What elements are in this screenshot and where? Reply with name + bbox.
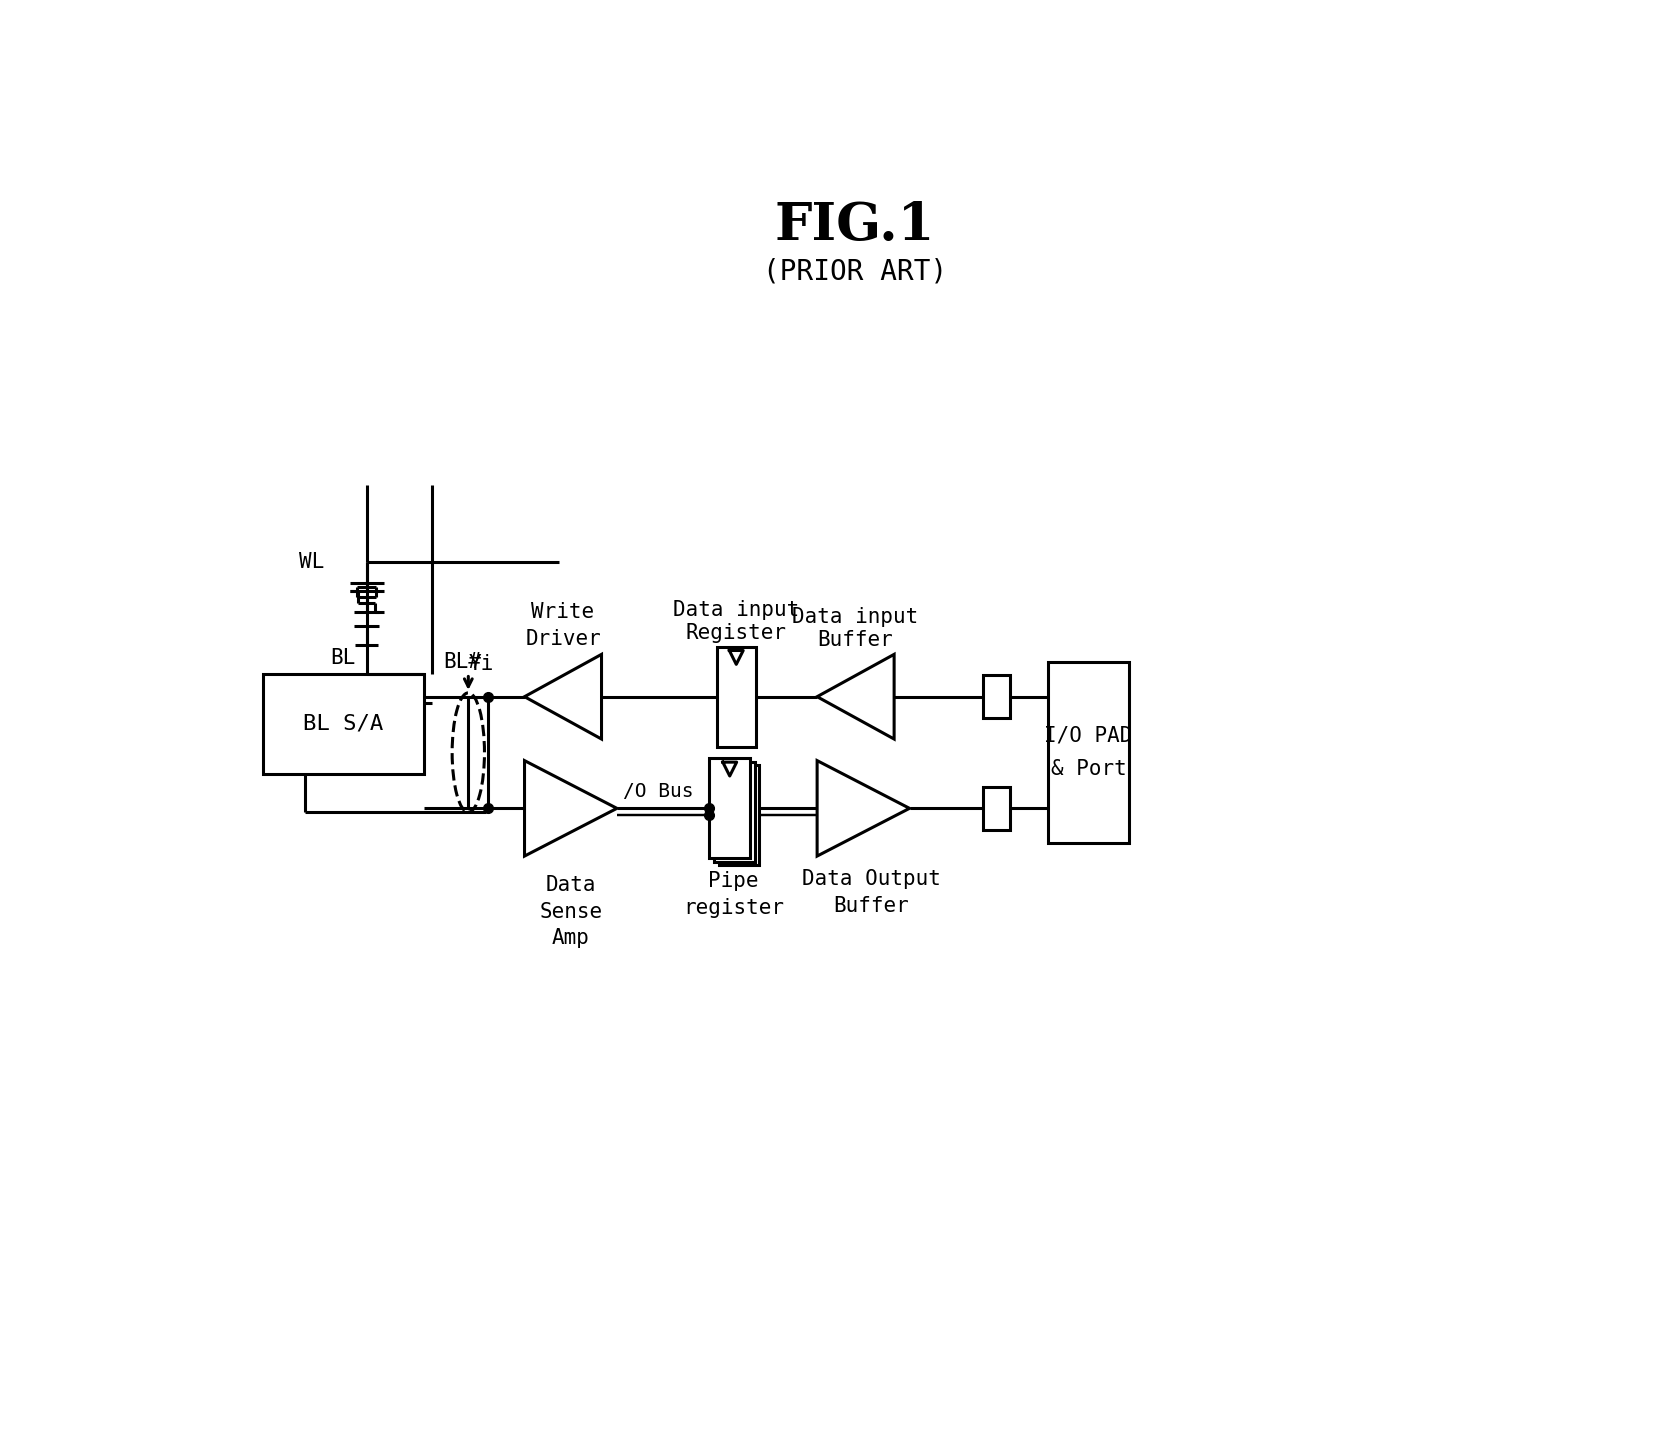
Text: /O Bus: /O Bus — [624, 781, 694, 801]
Text: BL: BL — [330, 648, 355, 668]
Text: Sense: Sense — [539, 902, 602, 922]
Text: Yi: Yi — [469, 655, 494, 675]
Text: (PRIOR ART): (PRIOR ART) — [762, 258, 947, 286]
Bar — [1048, 662, 1129, 843]
Text: I/O PAD: I/O PAD — [1044, 725, 1133, 745]
Text: Data input: Data input — [674, 600, 799, 620]
Bar — [717, 646, 756, 747]
Text: FIG.1: FIG.1 — [774, 200, 936, 251]
Bar — [982, 675, 1009, 718]
Text: Data: Data — [545, 876, 595, 895]
Text: Driver: Driver — [525, 629, 600, 649]
Bar — [714, 761, 754, 862]
Bar — [719, 765, 759, 866]
Text: Data input: Data input — [792, 607, 919, 628]
Text: Buffer: Buffer — [832, 896, 909, 916]
Text: Register: Register — [686, 623, 787, 643]
Text: Amp: Amp — [552, 928, 590, 948]
Text: BL#: BL# — [444, 652, 482, 672]
Text: Pipe: Pipe — [709, 872, 759, 892]
Text: Write: Write — [532, 602, 594, 622]
Bar — [264, 673, 424, 774]
Text: Data Output: Data Output — [802, 869, 941, 889]
Text: register: register — [684, 899, 784, 919]
Text: WL: WL — [299, 551, 324, 572]
Text: & Port: & Port — [1051, 760, 1126, 780]
Text: Buffer: Buffer — [817, 630, 894, 651]
Bar — [709, 758, 751, 859]
Bar — [982, 787, 1009, 830]
Text: BL S/A: BL S/A — [304, 714, 384, 734]
